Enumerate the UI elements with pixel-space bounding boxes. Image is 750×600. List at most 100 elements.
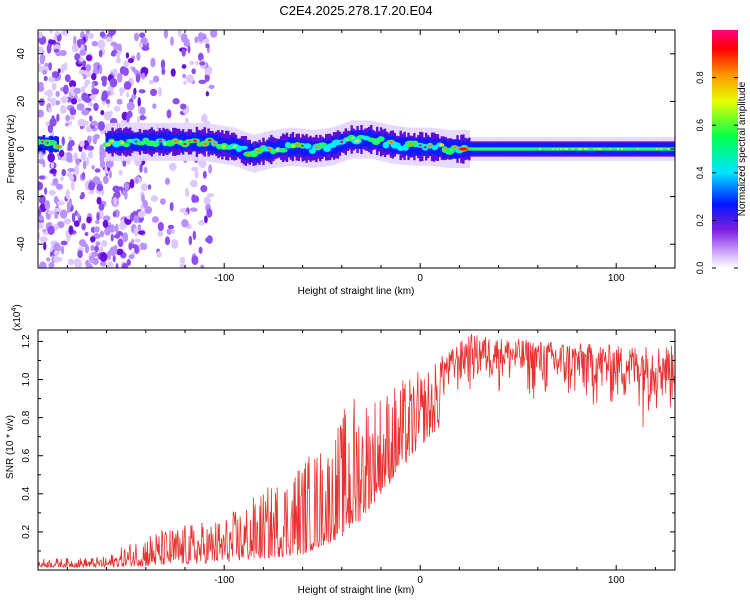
spectrogram-noise-cell [116,248,124,256]
spectrogram-line-cell [507,147,510,151]
spectrogram-noise-cell [164,236,171,246]
spectrogram-noise-cell [75,158,80,165]
spectrogram-noise-cell [42,160,46,168]
spectrogram-blob [151,141,160,148]
colorbar: 0.0 0.2 0.4 0.6 0.8 Normalized spectral ampl… [695,30,748,274]
spectrogram-noise-cell [102,175,109,185]
spectrogram-noise-cell [137,116,141,124]
spectrogram-noise-cell [55,90,60,98]
spectrogram-noise-cell [38,181,44,191]
spectrogram-noise-cell [123,60,130,68]
spectrogram-line-cell [640,147,643,151]
spectrogram-noise-cell [87,151,94,159]
spectrogram-noise-cell [51,115,55,121]
spectrogram-noise-cell [65,189,70,200]
spectrogram-noise-cell [206,193,215,198]
spectrogram-line-hot [609,148,612,150]
spectrogram-noise-cell [166,228,172,235]
spectrogram-line-cell [489,147,493,151]
spectrogram-noise-cell [105,159,114,169]
x-tick-label: -100 [214,273,234,284]
spectrogram-noise-cell [183,80,187,85]
spectrogram-hot-blob [202,142,208,146]
spectrogram-blob [377,136,385,142]
spectrogram-line-hot [560,148,563,150]
y-tick-label: 0 [16,146,27,152]
spectrogram-noise-cell [56,200,65,206]
spectrogram-noise-cell [51,82,57,91]
spectrogram-noise-cell [204,73,210,82]
spectrogram-line-cell [517,147,520,151]
spectrogram-peak-blob [207,139,212,142]
spectrogram-noise-cell [180,33,188,43]
spectrogram-noise-cell [191,255,199,266]
spectrogram-line-cell [513,147,516,151]
spectrogram-noise-cell [77,250,83,259]
spectrogram-noise-cell [73,87,81,94]
spectrogram-noise-cell [96,211,100,222]
spectrogram-noise-cell [113,197,118,206]
spectrogram-noise-cell [90,236,96,243]
spectrogram-noise-cell [46,257,51,262]
spectrogram-noise-cell [112,185,121,193]
spectrogram-noise-cell [189,60,195,66]
spectrogram-noise-cell [152,103,157,110]
spectrogram-peak-blob [183,143,187,146]
spectrogram-noise-cell [50,97,57,107]
spectrogram-noise-cell [136,51,141,62]
spectrogram-panel: -100 0 100 40 20 0 -20 -40 Height of straight … [6,29,676,297]
spectrogram-noise-cell [150,88,158,97]
snr-y-ticks: 0.2 0.4 0.6 0.8 1.0 1.2 [21,334,675,552]
spectrogram-line-hot [599,148,602,150]
spectrogram-noise-cell [137,96,141,107]
snr-series-line [38,333,675,569]
spectrogram-line-cell [642,147,645,151]
spectrogram-line-hot [572,148,575,150]
spectrogram-noise-cell [125,91,130,98]
spectrogram-hot-blob [428,144,434,148]
spectrogram-noise-cell [106,250,112,261]
spectrogram-noise-cell [64,74,71,83]
spectrogram-noise-cell [99,260,107,267]
spectrogram-noise-cell [208,84,215,90]
spectrogram-noise-cell [74,53,81,61]
spectrogram-line-hot [556,148,559,150]
colorbar-tick-label: 0.6 [695,119,705,132]
spectrogram-noise-cell [61,169,67,177]
spectrogram-noise-cell [66,232,70,242]
spectrogram-noise-cell [60,240,68,246]
y-tick-label: 1.0 [21,372,32,386]
spectrogram-noise-cell [63,84,69,95]
spectrogram-hot-blob [266,147,272,151]
spectrogram-noise-cell [200,114,208,123]
spectrogram-line-hot [564,148,567,150]
spectrogram-line-cell [664,147,667,151]
spectrogram-noise-cell [97,39,106,50]
spectrogram-line-cell [481,147,485,151]
spectrogram-noise-cell [38,63,42,73]
x-tick-label: 0 [417,575,423,586]
x-tick-label: 0 [417,273,423,284]
spectrogram-noise-cell [55,183,64,190]
spectrogram-noise-cell [122,67,129,76]
spectrogram-noise-cell [130,212,134,222]
spectrogram-noise-cell [164,177,171,185]
y-tick-label: -20 [16,189,27,204]
spectrogram-noise-cell [128,254,135,260]
spectrogram-peak-core [459,147,468,151]
spectrogram-line-cell [487,147,491,151]
spectrogram-noise-cell [38,98,45,107]
spectrogram-noise-cell [200,185,208,193]
spectrogram-line-hot [617,148,620,150]
spectrogram-line-cell [605,147,608,151]
spectrogram-line-cell [548,147,551,151]
spectrogram-noise-cell [206,235,213,244]
spectrogram-noise-cell [150,57,156,68]
colorbar-ticks: 0.0 0.2 0.4 0.6 0.8 [695,71,738,274]
spectrogram-noise-cell [63,62,68,71]
spectrogram-core-cell [274,142,277,155]
spectrogram-line-cell [611,147,614,151]
spectrogram-noise-cell [170,228,176,235]
spectrogram-noise-cell [54,31,60,36]
spectrogram-noise-cell [76,38,84,46]
